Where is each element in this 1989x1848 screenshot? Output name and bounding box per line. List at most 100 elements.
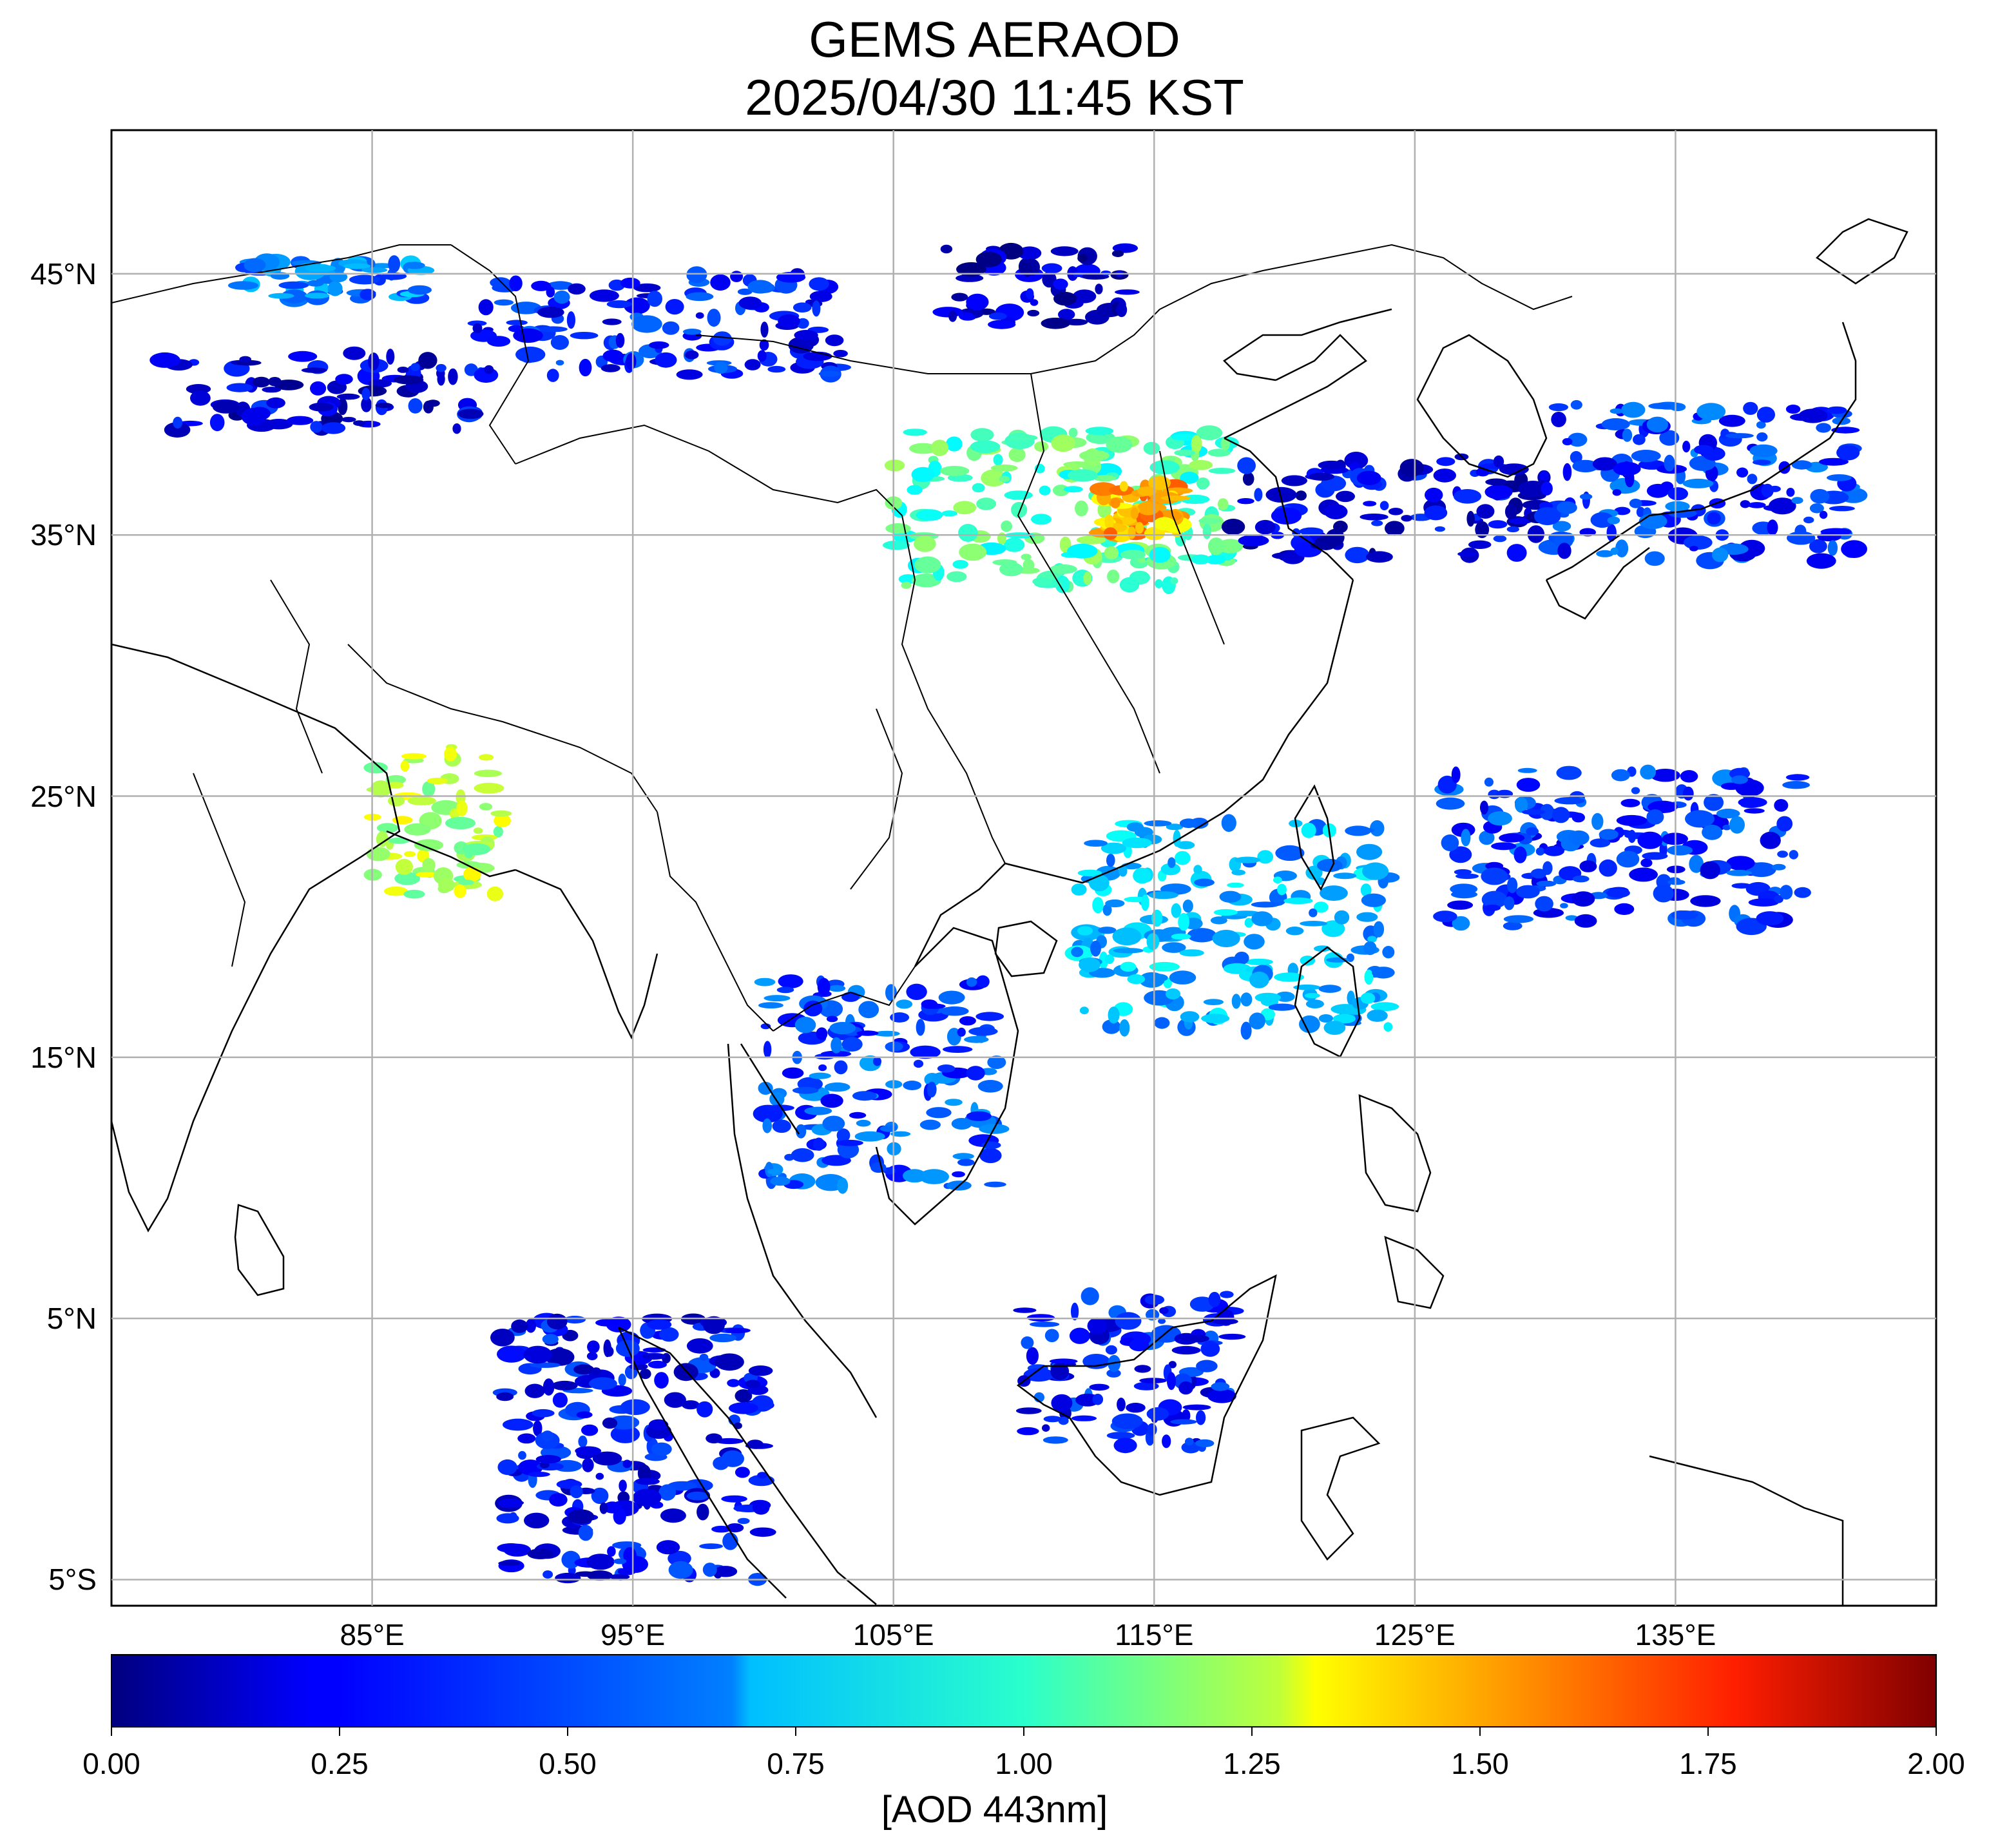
aod-pixel [1791,460,1812,470]
aod-pixel [976,497,997,510]
aod-pixel [1503,921,1523,930]
aod-pixel [937,1064,956,1073]
aod-pixel [363,762,388,774]
aod-pixel [1198,517,1221,525]
aod-pixel [809,291,832,302]
aod-pixel [1360,514,1388,521]
aod-pixel [770,1177,791,1186]
aod-pixel [629,1363,648,1371]
aod-pixel [1749,444,1778,457]
aod-pixel [919,1169,950,1184]
aod-pixel [1254,992,1282,1003]
aod-pixel [1653,884,1674,903]
aod-pixel [1609,408,1624,414]
aod-pixel [1133,867,1151,884]
aod-pixel [1055,575,1070,593]
aod-pixel [543,1570,553,1579]
aod-pixel [515,346,546,363]
aod-pixel [1738,539,1765,557]
aod-pixel [1211,1382,1230,1391]
aod-pixel [695,312,704,319]
aod-pixel [1696,403,1726,421]
aod-pixel [647,1319,672,1330]
aod-pixel [1050,246,1079,256]
aod-pixel [809,1072,831,1079]
aod-pixel [268,293,294,299]
aod-pixel [1299,1015,1320,1034]
aod-pixel [1693,445,1714,455]
aod-pixel [938,990,965,1005]
aod-pixel [914,535,936,552]
aod-pixel [1552,521,1571,532]
aod-pixel [414,839,443,851]
aod-pixel [1043,1436,1068,1444]
aod-pixel [1599,829,1619,840]
aod-pixel [1571,813,1585,823]
aod-pixel [745,1380,760,1388]
aod-pixel [1787,531,1816,545]
aod-pixel [1051,1394,1073,1412]
aod-pixel [349,274,380,285]
aod-pixel [767,365,786,373]
aod-pixel [1769,485,1781,492]
aod-pixel [747,280,773,294]
aod-pixel [772,1119,791,1133]
aod-pixel [778,974,803,988]
aod-pixel [1032,577,1053,586]
aod-pixel [1166,823,1184,831]
aod-pixel [1488,811,1512,826]
aod-pixel [1196,1360,1218,1372]
colorbar-tick-label: 0.50 [539,1747,597,1780]
aod-pixel [403,889,425,899]
aod-pixel [1049,1358,1078,1364]
aod-pixel [737,1517,750,1525]
aod-pixel [525,1318,537,1333]
aod-pixel [1193,865,1202,875]
aod-pixel [305,264,336,273]
aod-pixel [1113,948,1144,954]
aod-pixel [706,1433,722,1444]
aod-pixel [744,359,761,371]
aod-pixel [1167,1372,1176,1391]
aod-pixel [1776,816,1793,832]
aod-pixel [335,374,353,385]
aod-pixel [884,459,905,472]
aod-pixel [1767,519,1778,535]
colorbar-tick-label: 1.75 [1679,1747,1737,1780]
aod-pixel [824,1082,850,1092]
aod-pixel [570,332,599,340]
aod-pixel [1731,883,1752,889]
aod-pixel [715,1353,744,1371]
aod-pixel [1251,911,1273,927]
aod-pixel [1179,949,1204,957]
aod-pixel [1809,539,1827,553]
aod-pixel [1596,550,1614,557]
aod-pixel [370,263,394,269]
aod-pixel [1191,554,1211,564]
aod-pixel [1517,767,1537,773]
aod-pixel [1743,401,1758,415]
aod-pixel [227,281,258,290]
aod-pixel [841,992,860,1002]
aod-pixel [1350,827,1375,833]
aod-pixel [1480,800,1488,815]
aod-overlay [149,242,1868,1586]
aod-pixel [555,1572,581,1584]
aod-pixel [710,274,731,291]
aod-pixel [407,285,432,295]
aod-pixel [1092,897,1104,914]
aod-pixel [1385,521,1405,536]
aod-pixel [1053,291,1077,306]
aod-pixel [288,351,318,362]
aod-pixel [1725,433,1754,439]
aod-pixel [812,300,821,317]
aod-pixel [885,523,911,534]
aod-pixel [1058,309,1075,320]
aod-pixel [1063,486,1083,493]
aod-pixel [639,1369,651,1380]
aod-pixel [1367,1009,1388,1022]
aod-pixel [703,1316,725,1334]
aod-pixel [1620,798,1640,807]
aod-pixel [575,1446,602,1456]
aod-pixel [535,1455,561,1464]
